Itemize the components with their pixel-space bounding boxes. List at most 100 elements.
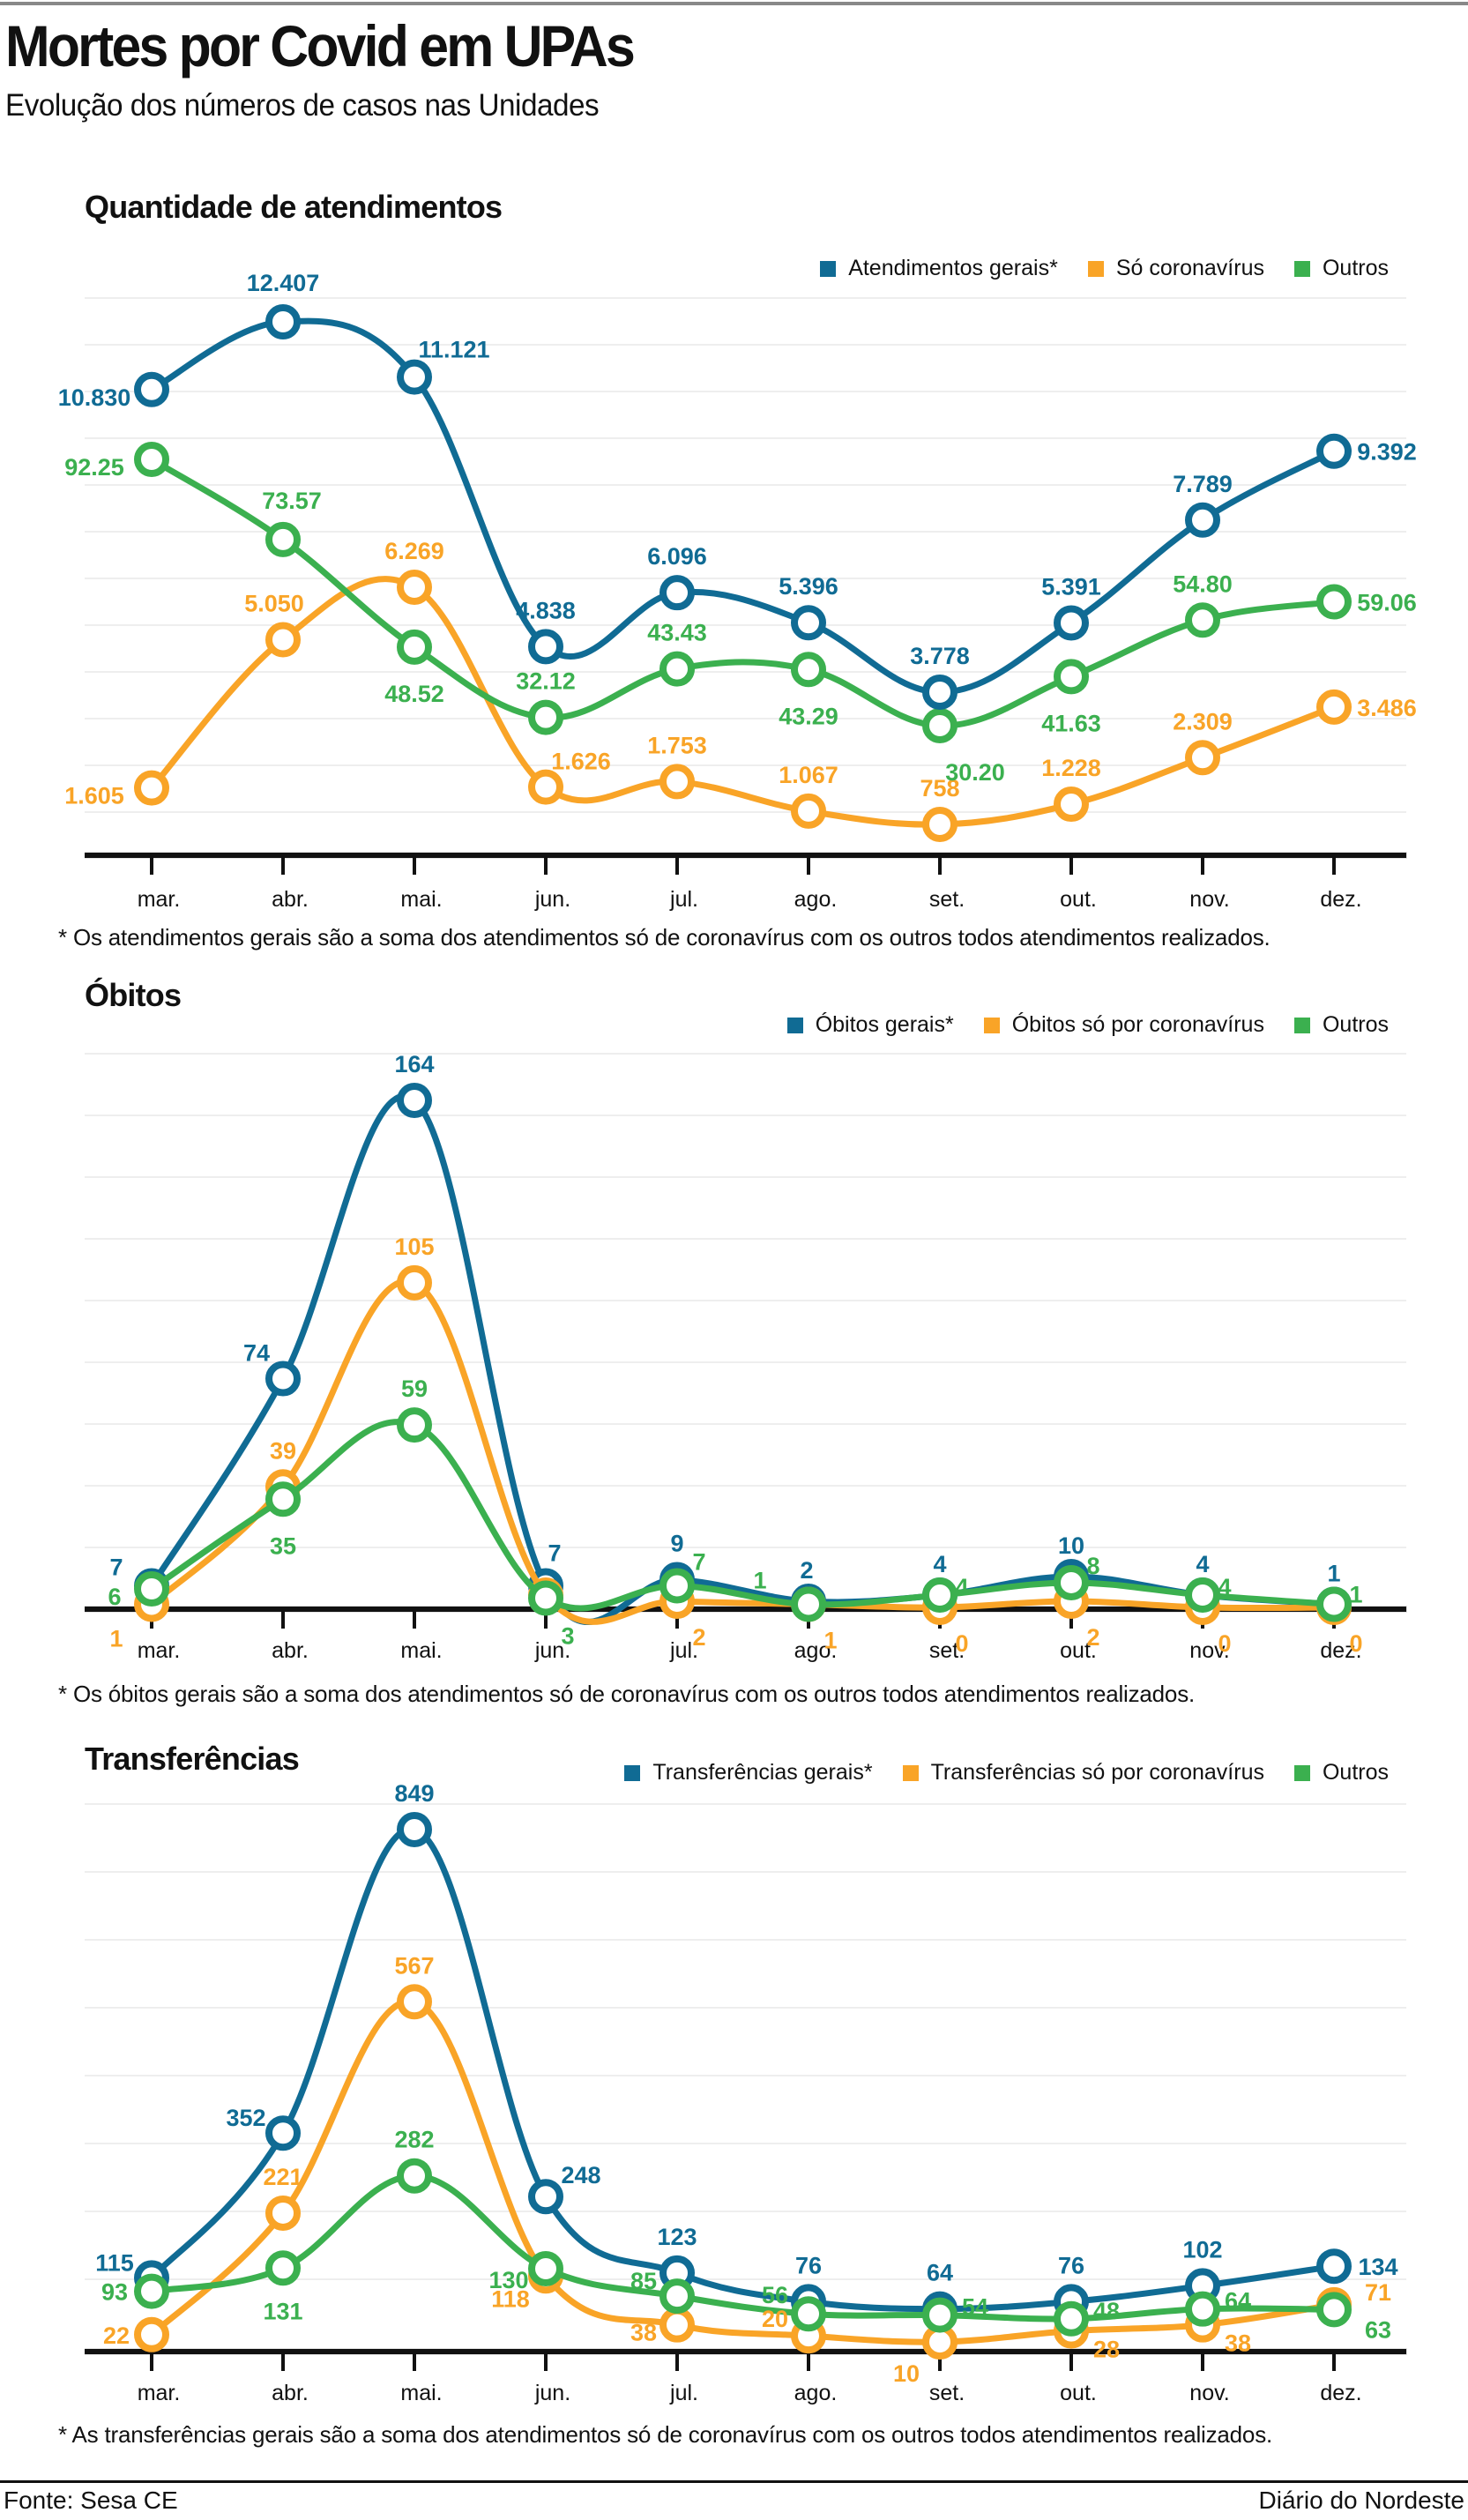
data-point-outros bbox=[922, 708, 958, 743]
x-tick-label: jul. bbox=[669, 1638, 698, 1663]
data-point-outros bbox=[922, 2297, 958, 2333]
legend-label: Óbitos gerais* bbox=[815, 1012, 954, 1037]
data-point-coronavirus bbox=[1185, 740, 1220, 776]
data-label-outros: 1 bbox=[753, 1567, 766, 1593]
data-label-outros: 93 bbox=[101, 2279, 128, 2306]
x-tick-label: jul. bbox=[669, 887, 698, 912]
legend-item-coronavirus: Transferências só por coronavírus bbox=[902, 1760, 1264, 1786]
data-label-gerais: 12.407 bbox=[247, 270, 320, 296]
data-label-outros: 59 bbox=[401, 1376, 428, 1402]
data-label-coronavirus: 1.753 bbox=[647, 732, 707, 758]
data-point-outros bbox=[659, 2278, 695, 2315]
data-point-outros bbox=[1054, 1564, 1089, 1600]
chart-title-atendimentos: Quantidade de atendimentos bbox=[85, 189, 503, 225]
x-tick-label: jun. bbox=[534, 887, 570, 912]
data-label-outros: 3 bbox=[561, 1622, 574, 1649]
data-label-coronavirus: 567 bbox=[394, 1952, 434, 1979]
legend-item-outros: Outros bbox=[1293, 256, 1389, 281]
data-point-outros bbox=[1054, 2300, 1089, 2337]
x-tick-label: abr. bbox=[272, 1638, 309, 1663]
data-label-gerais: 123 bbox=[657, 2224, 697, 2250]
data-point-coronavirus bbox=[134, 770, 169, 806]
data-label-gerais: 134 bbox=[1358, 2254, 1397, 2280]
data-point-outros bbox=[134, 1570, 169, 1607]
legend-swatch-gerais bbox=[624, 1764, 641, 1781]
data-label-gerais: 7.789 bbox=[1173, 471, 1233, 497]
data-label-gerais: 9.392 bbox=[1357, 439, 1417, 466]
data-point-outros bbox=[134, 442, 169, 477]
data-label-outros: 56 bbox=[762, 2282, 788, 2308]
data-point-gerais bbox=[1316, 2248, 1352, 2285]
data-point-outros bbox=[397, 2158, 432, 2194]
legend-label: Outros bbox=[1322, 1760, 1389, 1785]
x-tick-label: abr. bbox=[272, 2381, 309, 2405]
series-line-outros bbox=[148, 2173, 1338, 2322]
data-label-gerais: 6.096 bbox=[647, 543, 707, 570]
data-point-gerais bbox=[134, 371, 169, 407]
x-tick-label: dez. bbox=[1320, 887, 1361, 912]
legend-swatch-coronavirus bbox=[1087, 260, 1104, 277]
data-label-outros: 43.43 bbox=[647, 620, 707, 646]
x-tick-label: jul. bbox=[669, 2381, 698, 2405]
x-tick-label: mai. bbox=[400, 887, 442, 912]
data-label-gerais: 352 bbox=[226, 2105, 265, 2131]
data-label-coronavirus: 1 bbox=[823, 1627, 837, 1653]
x-tick-label: ago. bbox=[794, 1638, 838, 1663]
x-tick-label: jun. bbox=[534, 1638, 570, 1663]
data-label-coronavirus: 1.626 bbox=[551, 749, 611, 775]
data-label-gerais: 7 bbox=[548, 1540, 561, 1566]
data-point-gerais bbox=[659, 575, 695, 611]
legend-swatch-coronavirus bbox=[902, 1764, 919, 1781]
legend-atendimentos: Atendimentos gerais* Só coronavírus Outr… bbox=[820, 256, 1389, 281]
publisher-brand: Diário do Nordeste bbox=[1258, 2486, 1464, 2514]
data-label-outros: 54.80 bbox=[1173, 570, 1233, 597]
chart-title-obitos: Óbitos bbox=[85, 977, 182, 1013]
data-label-coronavirus: 221 bbox=[263, 2164, 302, 2190]
data-label-outros: 4 bbox=[955, 1574, 968, 1600]
data-point-outros bbox=[659, 1568, 695, 1604]
footnote-atendimentos: * Os atendimentos gerais são a soma dos … bbox=[58, 924, 1271, 951]
data-label-gerais: 76 bbox=[1058, 2252, 1084, 2278]
data-label-gerais: 849 bbox=[394, 1780, 434, 1807]
legend-swatch-gerais bbox=[786, 1017, 803, 1033]
legend-item-gerais: Atendimentos gerais* bbox=[820, 256, 1058, 281]
data-point-outros bbox=[922, 1577, 958, 1613]
x-tick-label: nov. bbox=[1189, 2381, 1229, 2405]
data-point-coronavirus bbox=[397, 1264, 432, 1301]
data-label-coronavirus: 20 bbox=[762, 2306, 788, 2332]
data-label-gerais: 1 bbox=[1327, 1560, 1340, 1586]
top-rule bbox=[0, 2, 1468, 5]
data-point-outros bbox=[791, 652, 826, 688]
data-label-gerais: 9 bbox=[670, 1530, 683, 1556]
data-point-outros bbox=[1054, 659, 1089, 695]
legend-label: Transferências gerais* bbox=[652, 1760, 873, 1785]
data-label-gerais: 102 bbox=[1182, 2236, 1222, 2263]
data-point-outros bbox=[791, 1586, 826, 1622]
data-label-outros: 63 bbox=[1365, 2316, 1391, 2343]
data-point-gerais bbox=[265, 304, 301, 339]
footnote-transferencias: * As transferências gerais são a soma do… bbox=[58, 2421, 1273, 2448]
x-tick-label: out. bbox=[1060, 887, 1097, 912]
data-point-gerais bbox=[397, 1812, 432, 1847]
data-point-outros bbox=[134, 2273, 169, 2309]
legend-item-coronavirus: Só coronavírus bbox=[1087, 256, 1264, 281]
data-point-gerais bbox=[1185, 502, 1220, 538]
data-label-outros: 282 bbox=[394, 2127, 434, 2153]
data-label-coronavirus: 2 bbox=[1086, 1624, 1099, 1651]
data-point-gerais bbox=[791, 605, 826, 641]
x-tick-label: set. bbox=[929, 1638, 965, 1663]
data-point-outros bbox=[528, 699, 563, 735]
data-point-outros bbox=[659, 651, 695, 687]
legend-label: Transferências só por coronavírus bbox=[930, 1760, 1264, 1785]
x-tick-label: jun. bbox=[534, 2381, 570, 2405]
data-point-coronavirus bbox=[397, 570, 432, 605]
series-line-outros bbox=[148, 456, 1338, 729]
data-label-gerais: 2 bbox=[800, 1557, 813, 1584]
data-point-coronavirus bbox=[791, 793, 826, 829]
data-point-gerais bbox=[265, 1361, 301, 1397]
data-label-coronavirus: 38 bbox=[1225, 2330, 1251, 2357]
data-label-gerais: 11.121 bbox=[418, 337, 489, 363]
data-label-gerais: 64 bbox=[927, 2260, 953, 2286]
data-point-coronavirus bbox=[922, 807, 958, 842]
